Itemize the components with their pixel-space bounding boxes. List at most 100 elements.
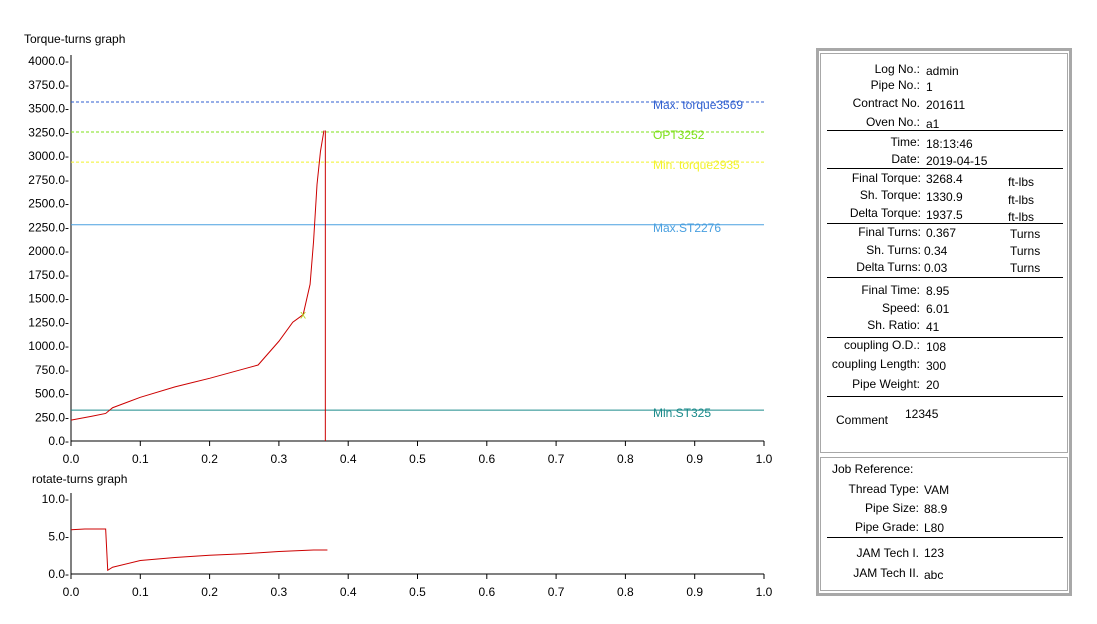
delta-turns-unit: Turns [1010,261,1041,275]
ref-line-label-3: Max.ST2276 [653,221,721,235]
rotate-x-tick-label: 0.9 [686,585,703,599]
coupling-length-label: coupling Length: [831,357,920,371]
sh-turns-unit: Turns [1010,244,1041,258]
delta-torque-label: Delta Torque: [849,206,921,220]
time-label: Time: [890,135,920,149]
jam-tech-1-value: 123 [924,546,945,560]
final-torque-unit: ft-lbs [1008,175,1035,189]
contract-no-value: 201611 [926,98,966,112]
separator [827,537,1063,538]
torque-y-tick-label: 3250.0- [28,125,69,139]
torque-y-tick-label: 250.0- [35,410,69,424]
torque-y-tick-label: 1000.0- [28,339,69,353]
time-value: 18:13:46 [926,137,973,151]
oven-no-label: Oven No.: [865,115,920,129]
rotate-x-tick-label: 0.5 [409,585,426,599]
separator [827,396,1063,397]
log-no-label: Log No.: [874,62,920,76]
sh-torque-unit: ft-lbs [1008,193,1035,207]
coupling-od-value: 108 [926,340,947,354]
torque-y-tick-label: 2500.0- [28,197,69,211]
final-turns-value: 0.367 [926,226,957,240]
info-panel [816,48,1072,596]
coupling-od-label: coupling O.D.: [843,338,920,352]
torque-x-tick-label: 0.3 [271,452,288,466]
final-torque-value: 3268.4 [926,172,963,186]
test-info-box [820,53,1068,453]
pipe-weight-value: 20 [926,378,940,392]
torque-x-tick-label: 0.9 [686,452,703,466]
rotate-y-tick-label: 5.0- [48,530,69,544]
pipe-grade-value: L80 [924,521,945,535]
rotate-x-tick-label: 1.0 [756,585,773,599]
separator [827,168,1063,169]
pipe-grade-label: Pipe Grade: [854,520,919,534]
speed-label: Speed: [881,301,920,315]
sh-torque-label: Sh. Torque: [859,188,921,202]
oven-no-value: a1 [926,117,940,131]
torque-x-tick-label: 0.4 [340,452,357,466]
rotate-series-line-0 [70,528,328,572]
jam-tech-2-value: abc [924,568,944,582]
pipe-weight-label: Pipe Weight: [852,377,920,391]
torque-y-tick-label: 1750.0- [28,268,69,282]
thread-type-value: VAM [924,483,950,497]
torque-y-tick-label: 3500.0- [28,102,69,116]
rotate-x-tick-label: 0.0 [63,585,80,599]
pipe-size-label: Pipe Size: [864,501,919,515]
final-turns-label: Final Turns: [858,225,921,239]
comment-label: Comment [836,413,889,427]
rotate-x-tick-label: 0.1 [132,585,149,599]
rotate-y-tick-label: 0.0- [48,567,69,581]
torque-x-tick-label: 0.1 [132,452,149,466]
separator [827,130,1063,131]
torque-x-tick-label: 0.5 [409,452,426,466]
jam-tech-2-label: JAM Tech II. [853,566,919,580]
torque-x-tick-label: 0.0 [63,452,80,466]
torque-x-tick-label: 0.8 [617,452,634,466]
sh-ratio-value: 41 [926,320,940,334]
torque-x-tick-label: 1.0 [756,452,773,466]
rotate-x-tick-label: 0.6 [478,585,495,599]
torque-y-tick-label: 3750.0- [28,78,69,92]
torque-y-tick-label: 500.0- [35,387,69,401]
separator [827,223,1063,224]
contract-no-label: Contract No. [852,96,920,110]
ref-line-label-1: OPT3252 [653,128,705,142]
comment-value: 12345 [905,407,939,421]
rotate-x-tick-label: 0.3 [271,585,288,599]
speed-value: 6.01 [926,302,950,316]
torque-y-tick-label: 2250.0- [28,220,69,234]
torque-y-tick-label: 2000.0- [28,244,69,258]
thread-type-label: Thread Type: [848,482,920,496]
delta-turns-value: 0.03 [924,261,948,275]
date-label: Date: [891,152,920,166]
separator [827,337,1063,338]
final-time-label: Final Time: [861,283,920,297]
pipe-no-value: 1 [926,80,933,94]
separator [827,277,1063,278]
ref-line-label-0: Max. torque3569 [653,98,743,112]
torque-series-line-0 [70,130,325,421]
shoulder-point-marker: x [300,308,306,322]
torque-y-tick-label: 3000.0- [28,149,69,163]
delta-turns-label: Delta Turns: [856,260,921,274]
torque-x-tick-label: 0.2 [201,452,218,466]
ref-line-label-2: Min. torque2935 [653,158,740,172]
torque-y-tick-label: 1500.0- [28,292,69,306]
final-turns-unit: Turns [1010,227,1041,241]
sh-turns-label: Sh. Turns: [866,243,921,257]
sh-ratio-label: Sh. Ratio: [867,318,920,332]
log-no-value: admin [926,64,959,78]
rotate-y-tick-label: 10.0- [42,492,69,506]
jam-tech-1-label: JAM Tech I. [856,546,919,560]
ref-line-label-4: Min.ST325 [653,406,711,420]
torque-x-tick-label: 0.6 [478,452,495,466]
final-time-value: 8.95 [926,284,950,298]
delta-torque-value: 1937.5 [926,208,963,222]
rotate-x-tick-label: 0.7 [548,585,565,599]
sh-turns-value: 0.34 [924,244,948,258]
pipe-size-value: 88.9 [924,502,948,516]
rotate-x-tick-label: 0.4 [340,585,357,599]
pipe-no-label: Pipe No.: [870,78,920,92]
